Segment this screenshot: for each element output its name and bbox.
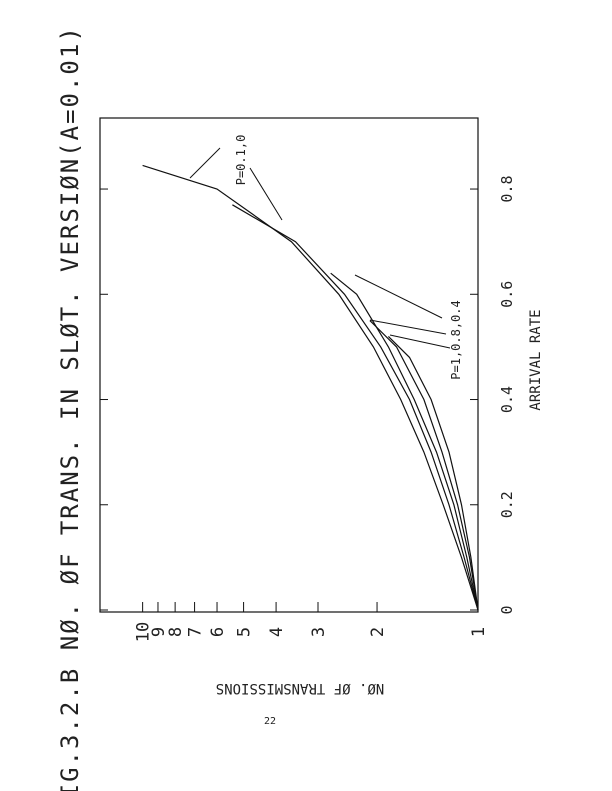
- y-tick-label: 9: [149, 627, 169, 637]
- y-axis-title: NØ. ØF TRANSMISSIONS: [216, 680, 385, 696]
- x-axis-title: ARRIVAL RATE: [528, 309, 544, 410]
- y-tick-label: 1: [469, 627, 489, 637]
- leader-lines: [189, 147, 451, 349]
- x-tick-label: 0.6: [498, 281, 516, 308]
- y-tick-label: 2: [368, 627, 388, 637]
- chart-title: FIG.3.2.B NØ. ØF TRANS. IN SLØT. VERSIØN…: [56, 25, 84, 791]
- curve: [330, 272, 479, 611]
- y-tick-label: 7: [186, 627, 206, 637]
- x-tick-label: 0: [498, 605, 516, 614]
- y-tick-label: 4: [267, 627, 287, 637]
- annotation: P=0.1,0: [234, 135, 248, 186]
- plot-frame: [99, 117, 479, 613]
- x-tick-label: 0.8: [498, 175, 516, 202]
- y-tick-label: 5: [235, 627, 255, 637]
- annotation: P=1,0.8,0.4: [449, 300, 463, 379]
- curve: [369, 320, 479, 611]
- curve: [387, 335, 479, 611]
- x-tick-label: 0.2: [498, 491, 516, 518]
- y-tick-label: 10: [134, 622, 154, 642]
- page-number: 22: [264, 716, 276, 727]
- curve: [142, 164, 479, 611]
- y-tick-label: 6: [208, 627, 228, 637]
- curve: [232, 204, 479, 611]
- y-tick-label: 3: [309, 627, 329, 637]
- y-tick-label: 8: [166, 627, 186, 637]
- x-tick-label: 0.4: [498, 386, 516, 413]
